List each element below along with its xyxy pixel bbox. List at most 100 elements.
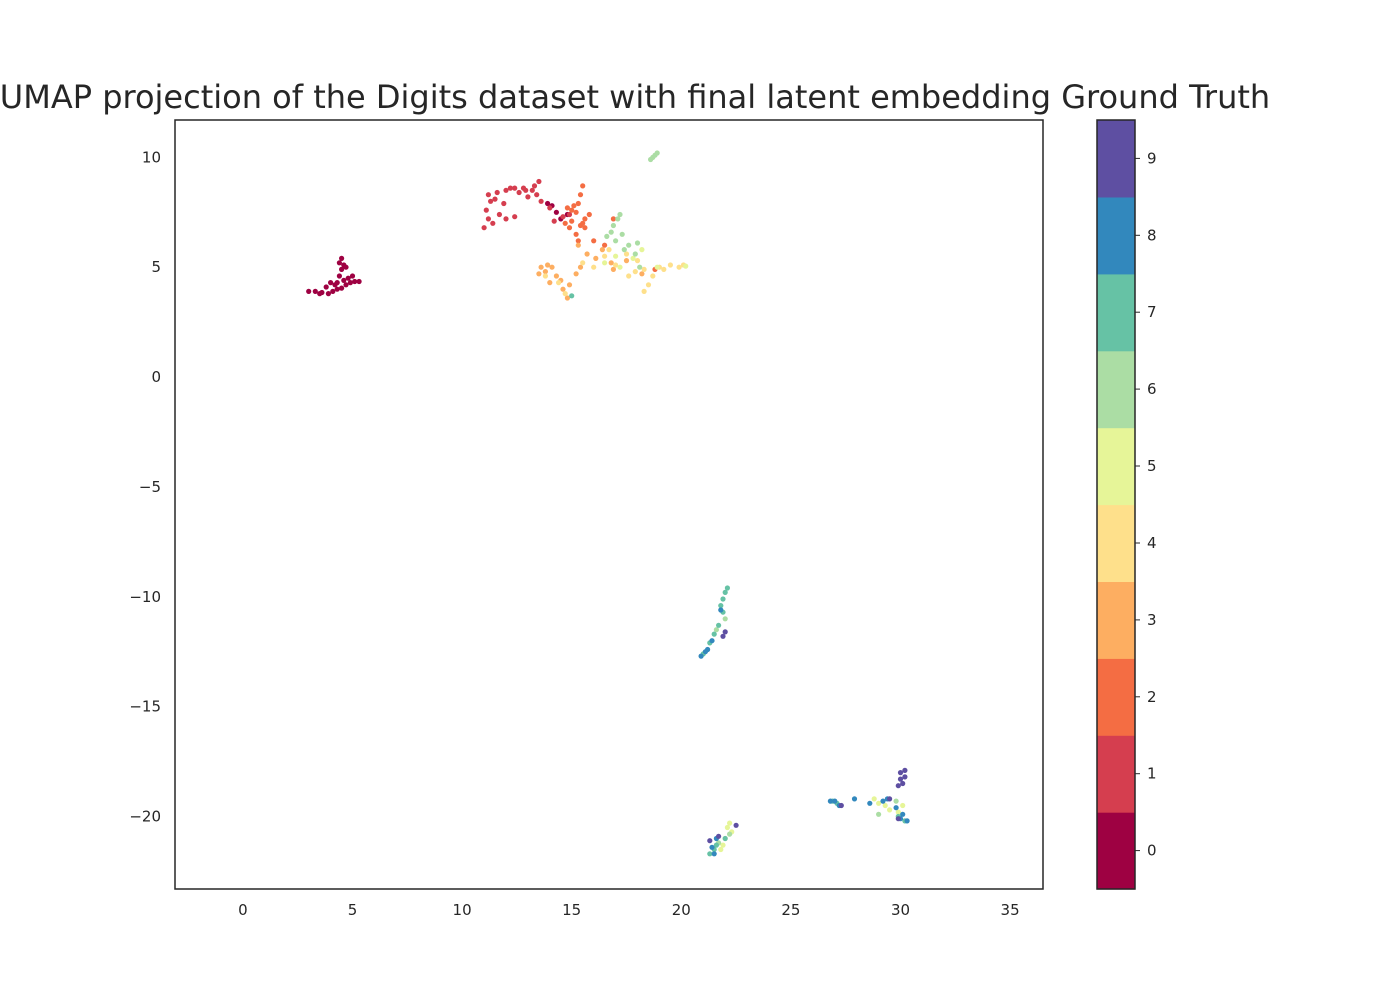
data-point [727,820,733,826]
data-point [871,796,877,802]
data-point [827,798,834,804]
data-point [485,216,491,222]
data-point [352,278,358,285]
data-point [345,275,351,281]
data-point [720,596,726,602]
data-point [897,770,904,776]
y-tick-label: 0 [151,368,161,386]
data-point [623,258,630,264]
data-point [626,242,632,248]
x-tick-label: 20 [672,901,691,919]
data-point [339,266,345,272]
data-point [867,800,873,806]
colorbar-segment [1097,658,1135,736]
data-point [507,185,513,191]
data-point [339,255,345,261]
data-point [606,247,612,253]
data-point [586,211,592,218]
data-point [641,266,647,272]
data-point [531,183,538,189]
colorbar-segment [1097,273,1135,352]
data-point [334,280,340,286]
data-point [709,844,715,850]
data-point [547,280,553,286]
points-layer [306,150,910,857]
x-tick-label: 15 [562,901,581,919]
data-point [641,288,647,294]
data-point [334,286,340,292]
colorbar-tick-label: 6 [1147,380,1157,398]
plot-frame [174,119,1044,890]
data-point [615,216,621,222]
y-axis-ticks: 10 5 0 −5 −10 −15 −20 [129,148,161,825]
y-tick-label: 10 [142,148,161,166]
data-point [582,225,588,231]
data-point [312,288,318,294]
data-point [619,231,625,237]
data-point [654,150,660,156]
data-point [613,262,619,268]
colorbar-tick-label: 4 [1147,534,1157,552]
data-point [900,811,906,817]
data-point [654,264,660,270]
data-point [718,603,724,609]
data-point [832,798,838,804]
data-point [523,187,529,193]
data-point [602,253,608,259]
data-point [566,211,573,218]
data-point [887,807,893,813]
y-tick-label: −10 [129,588,161,606]
data-point [534,192,540,198]
data-point [492,196,498,202]
data-point [503,216,509,222]
data-point [560,214,566,220]
colorbar-tick-label: 8 [1147,226,1157,244]
data-point [542,269,549,275]
y-tick-label: 5 [151,258,161,276]
colorbar: 0 1 2 3 4 5 6 7 8 9 [1096,119,1157,890]
data-point [895,809,901,815]
data-point [339,285,345,291]
data-point [599,247,606,253]
data-point [501,200,507,207]
data-point [895,783,901,789]
data-point [602,242,608,248]
colorbar-frame [1096,119,1136,890]
data-point [711,631,717,637]
data-point [851,796,858,802]
data-point [893,805,899,811]
data-point [639,271,645,277]
data-point [536,271,542,277]
data-point [645,282,652,288]
data-point [718,846,724,853]
x-axis-ticks: 0 5 10 15 20 25 30 35 [238,901,1020,919]
data-point [575,242,581,248]
data-point [722,629,728,635]
data-point [713,842,720,848]
data-point [349,273,356,279]
data-point [617,211,623,218]
data-point [560,286,566,292]
data-point [900,802,906,809]
data-point [720,842,726,848]
data-point [591,264,597,270]
data-point [722,835,728,842]
data-point [610,222,617,229]
data-point [623,251,630,257]
data-point [709,638,715,644]
data-point [566,282,573,288]
data-point [880,798,886,804]
data-point [711,851,717,857]
data-point [485,192,491,198]
data-point [575,238,581,244]
data-point [593,255,599,261]
data-point [613,253,619,259]
data-point [621,247,627,253]
data-point [613,238,619,244]
data-point [902,767,908,774]
data-point [343,282,349,288]
data-point [722,589,728,596]
data-point [716,833,722,839]
data-point [545,262,551,268]
